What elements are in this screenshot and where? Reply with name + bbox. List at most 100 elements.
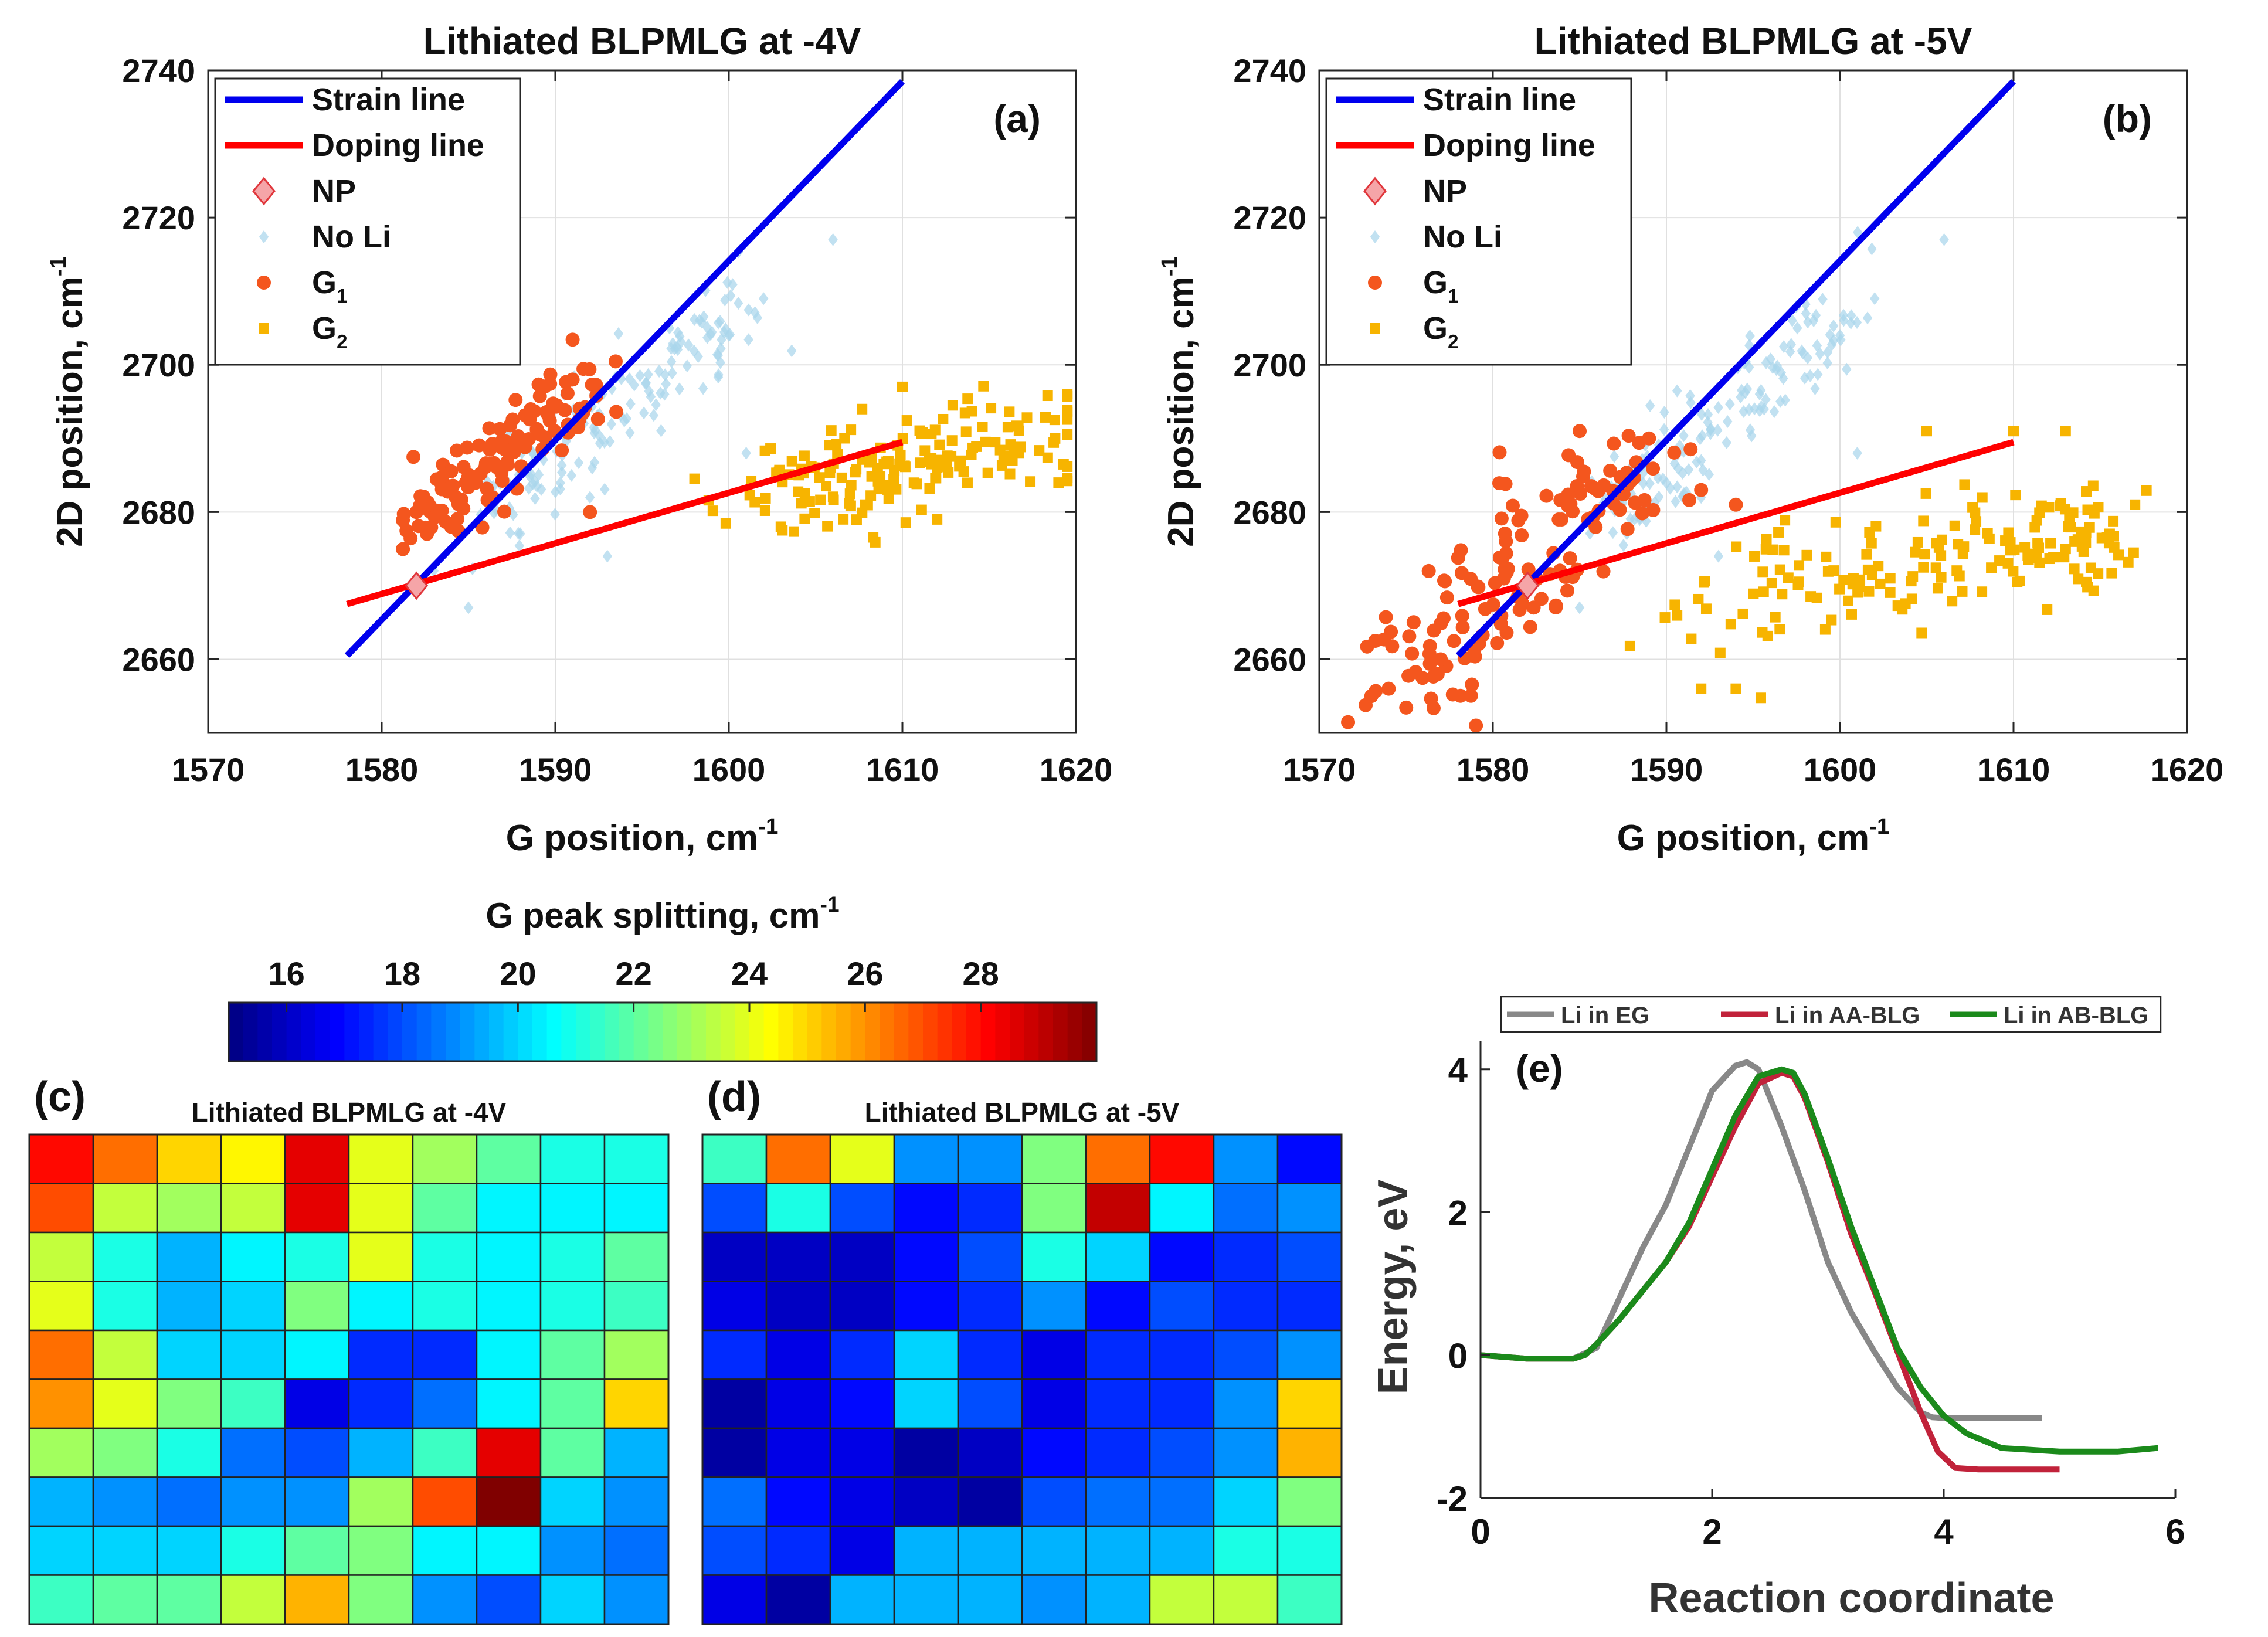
heatmap-cell — [476, 1525, 542, 1576]
data-point — [555, 443, 569, 458]
heatmap-cell — [829, 1133, 895, 1184]
data-point — [508, 393, 523, 407]
data-point — [1777, 589, 1788, 600]
data-point — [625, 426, 635, 440]
heatmap-cell — [1276, 1525, 1343, 1576]
data-point — [1669, 599, 1680, 610]
data-point — [2032, 538, 2043, 549]
data-point — [1773, 527, 1784, 538]
data-point — [2078, 546, 2089, 557]
heatmap-cell — [829, 1329, 895, 1380]
heatmap-cell — [1276, 1427, 1343, 1478]
heatmap-cell — [28, 1476, 94, 1527]
data-point — [901, 415, 912, 426]
colorbar-segment — [344, 1003, 359, 1061]
y-tick-label: 2680 — [122, 494, 195, 531]
heatmap-cell — [92, 1133, 158, 1184]
data-point — [1683, 463, 1694, 476]
data-point — [1659, 406, 1669, 419]
data-point — [857, 403, 868, 415]
data-point — [728, 278, 738, 291]
colorbar-segment — [850, 1003, 866, 1061]
data-point — [1866, 538, 1877, 549]
heatmap-cell — [829, 1281, 895, 1332]
data-point — [602, 549, 613, 563]
data-point — [1772, 359, 1783, 373]
data-point — [1957, 586, 1968, 597]
data-point — [2106, 568, 2117, 579]
colorbar-segment — [373, 1003, 389, 1061]
heatmap-cell — [1085, 1378, 1151, 1429]
heatmap-cell — [539, 1476, 606, 1527]
data-point — [1762, 630, 1773, 641]
heatmap-cell — [1085, 1281, 1151, 1332]
legend-label: G2 — [1423, 311, 1459, 353]
data-point — [2048, 552, 2059, 563]
x-tick-label: 1620 — [1040, 751, 1113, 788]
heatmap-frame — [28, 1133, 670, 1625]
heatmap-cell — [765, 1231, 831, 1282]
data-point — [1563, 497, 1578, 511]
data-point — [1793, 576, 1804, 587]
colorbar-segment — [532, 1003, 548, 1061]
heatmap-cell — [957, 1231, 1023, 1282]
colorbar-segment — [923, 1003, 938, 1061]
data-point — [1822, 345, 1833, 359]
data-point — [2031, 515, 2042, 526]
y-tick-label: 2680 — [1233, 494, 1306, 531]
data-point — [1947, 596, 1958, 607]
data-point — [1862, 564, 1873, 575]
data-point — [1658, 472, 1668, 485]
heatmap-cell — [412, 1281, 478, 1332]
data-point — [1854, 580, 1865, 592]
legend-label: Doping line — [1423, 128, 1595, 163]
data-point — [1778, 340, 1789, 354]
data-point — [1505, 498, 1520, 513]
x-axis-label: G position, cm-1 — [506, 814, 779, 858]
data-point — [2073, 573, 2084, 585]
data-point — [978, 381, 989, 392]
heatmap-cell — [284, 1133, 350, 1184]
data-point — [1498, 527, 1512, 541]
heatmap-cell — [476, 1476, 542, 1527]
heatmap-cell — [220, 1574, 286, 1625]
heatmap-cell — [1085, 1183, 1151, 1234]
heatmap-cell — [701, 1378, 768, 1429]
data-point — [556, 459, 567, 472]
data-point — [2108, 531, 2119, 542]
data-point — [1700, 603, 1712, 614]
data-point — [724, 329, 734, 342]
data-point — [916, 504, 927, 515]
y-tick-label: 2 — [1448, 1194, 1468, 1233]
colorbar-segment — [836, 1003, 851, 1061]
data-point — [1685, 389, 1695, 402]
data-point — [495, 440, 510, 455]
heatmap-cell — [1021, 1183, 1087, 1234]
data-point — [844, 498, 855, 509]
heatmap-cell — [92, 1427, 158, 1478]
y-tick-label: 2660 — [122, 641, 195, 678]
data-point — [1838, 575, 1849, 586]
data-point — [599, 436, 610, 449]
heatmap-cell — [220, 1183, 286, 1234]
data-point — [613, 327, 624, 341]
data-point — [868, 532, 879, 543]
data-point — [1815, 347, 1825, 361]
data-point — [1910, 546, 1921, 558]
colorbar-segment — [980, 1003, 996, 1061]
heatmap-cell — [156, 1133, 222, 1184]
data-point — [1697, 429, 1707, 443]
data-point — [1490, 636, 1505, 650]
heatmap-cell — [92, 1281, 158, 1332]
heatmap-cell — [957, 1574, 1023, 1625]
data-point — [1842, 362, 1852, 376]
x-tick-label: 1570 — [1283, 751, 1356, 788]
data-point — [1770, 612, 1781, 623]
data-point — [585, 491, 595, 504]
data-point — [883, 493, 894, 504]
heatmap-cell — [701, 1329, 768, 1380]
data-point — [609, 405, 624, 419]
data-point — [1621, 429, 1636, 443]
legend-entry-g1: G1 — [257, 265, 348, 307]
